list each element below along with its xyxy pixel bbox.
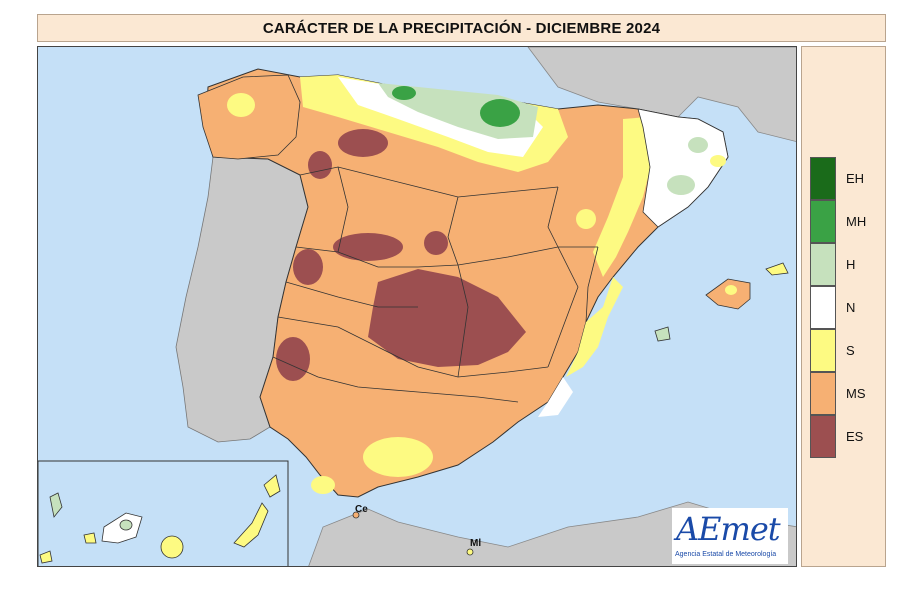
es-castilla-north	[338, 129, 388, 157]
canary-islands	[39, 474, 281, 564]
es-madrid	[424, 231, 448, 255]
catalonia-s-spot	[710, 155, 726, 167]
legend-item-h: H	[810, 243, 884, 286]
cadiz-s-patch	[311, 476, 335, 494]
aragon-s-strip	[593, 117, 653, 277]
map-title: CARÁCTER DE LA PRECIPITACIÓN - DICIEMBRE…	[262, 19, 661, 37]
aemet-logo-subtitle: Agencia Estatal de Meteorología	[675, 551, 777, 558]
legend-label-eh: EH	[846, 171, 865, 186]
legend-label-ms: MS	[846, 386, 866, 401]
melilla-label: Ml	[470, 538, 482, 549]
legend-label-h: H	[846, 257, 856, 272]
andalucia-s-patch	[363, 437, 433, 477]
aemet-logo-word: AEmet	[676, 510, 781, 548]
valencia-s-strip	[566, 277, 623, 377]
es-extremadura-north	[293, 249, 323, 285]
legend-label-n: N	[846, 300, 856, 315]
legend-swatch-n	[810, 286, 836, 329]
map-svg	[38, 47, 796, 566]
france-land	[527, 47, 796, 142]
es-leon	[308, 151, 332, 179]
legend-label-s: S	[846, 343, 855, 358]
teruel-s-spot	[576, 209, 596, 229]
aemet-logo: AEmet Agencia Estatal de Meteorología	[672, 508, 788, 564]
legend-swatch-h	[810, 243, 836, 286]
es-castilla-la-mancha	[368, 269, 526, 367]
legend-swatch-ms	[810, 372, 836, 415]
melilla-marker	[466, 548, 474, 556]
mallorca-s	[725, 285, 737, 295]
legend-item-ms: MS	[810, 372, 884, 415]
catalonia-h-2	[667, 175, 695, 195]
legend-swatch-es	[810, 415, 836, 458]
legend-swatch-mh	[810, 200, 836, 243]
province-borders	[272, 166, 599, 403]
ceuta-marker	[352, 511, 360, 519]
basque-mh	[480, 99, 520, 127]
legend-item-eh: EH	[810, 157, 884, 200]
legend-item-es: ES	[810, 415, 884, 458]
ceuta-label: Ce	[355, 504, 368, 515]
galicia-region	[197, 74, 301, 160]
legend-panel: EH MH H N S MS ES	[801, 46, 886, 567]
legend-label-mh: MH	[846, 214, 867, 229]
es-extremadura-south	[276, 337, 310, 381]
legend-item-n: N	[810, 286, 884, 329]
es-central	[333, 233, 403, 261]
galicia-s-spot	[227, 93, 255, 117]
cantabria-mh	[392, 86, 416, 100]
catalonia-region	[637, 108, 729, 228]
legend-label-es: ES	[846, 429, 864, 444]
map-title-bar: CARÁCTER DE LA PRECIPITACIÓN - DICIEMBRE…	[37, 14, 886, 42]
legend-item-s: S	[810, 329, 884, 372]
ibiza	[654, 326, 671, 342]
legend-swatch-s	[810, 329, 836, 372]
catalonia-h-1	[688, 137, 708, 153]
map-frame	[37, 46, 797, 567]
legend-swatch-eh	[810, 157, 836, 200]
murcia-n-area	[538, 377, 573, 417]
legend-item-mh: MH	[810, 200, 884, 243]
menorca	[765, 262, 789, 276]
